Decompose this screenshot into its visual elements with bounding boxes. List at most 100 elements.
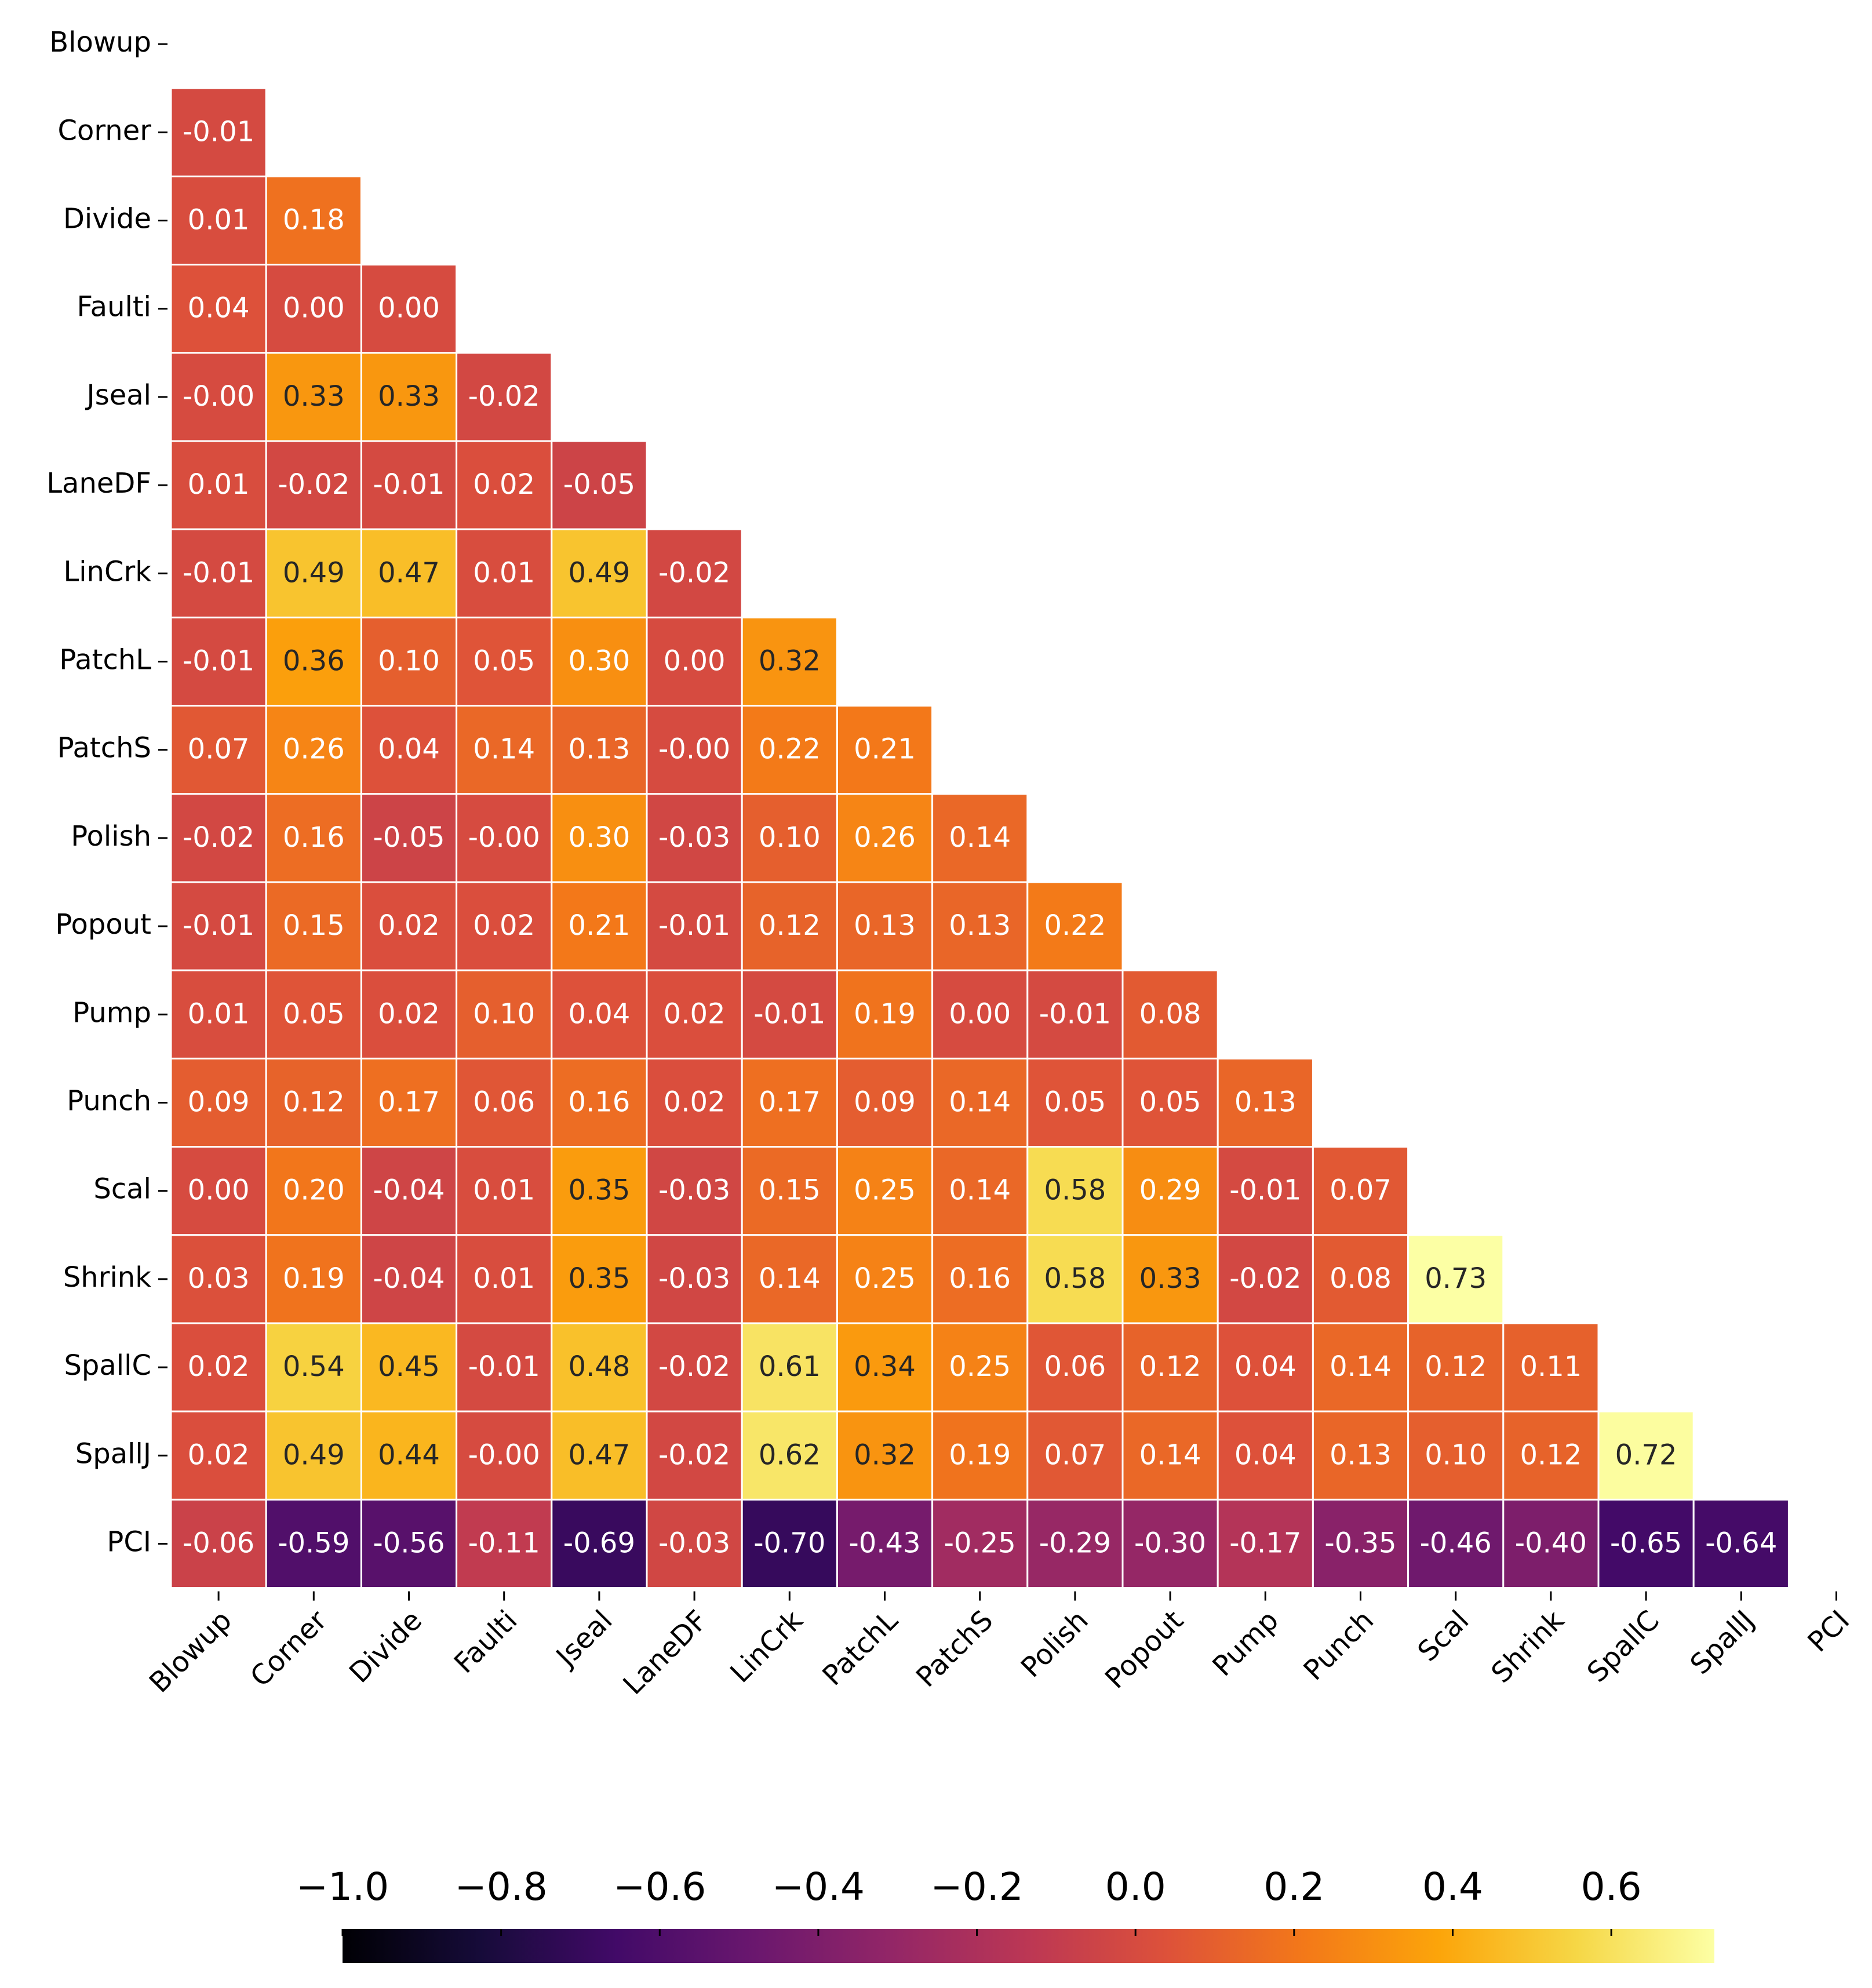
cell-label: 0.16 — [568, 1086, 630, 1119]
cell-label: 0.02 — [188, 1350, 250, 1383]
cell-label: -0.02 — [658, 556, 730, 589]
cell-label: 0.00 — [283, 292, 345, 325]
cell — [836, 881, 934, 971]
cell — [646, 1410, 743, 1501]
cell-label: -0.02 — [468, 380, 540, 413]
cell — [1217, 1498, 1314, 1589]
cell — [265, 1410, 362, 1501]
cell — [456, 440, 553, 530]
cell-label: -0.25 — [944, 1527, 1016, 1560]
cell-label: 0.34 — [854, 1350, 916, 1383]
cell — [1121, 969, 1219, 1059]
colorbar-tick-label: 0.4 — [1422, 1865, 1483, 1909]
cell — [265, 528, 362, 618]
colorbar-tick-label: 0.0 — [1105, 1865, 1166, 1909]
cell — [741, 793, 838, 883]
cell-label: -0.65 — [1610, 1527, 1682, 1560]
cell — [456, 1146, 553, 1236]
cell — [1026, 1322, 1124, 1412]
y-tick-label: PatchS — [57, 732, 151, 764]
cell — [646, 616, 743, 707]
cell — [360, 264, 458, 354]
cell — [265, 1498, 362, 1589]
cell-label: 0.61 — [759, 1350, 821, 1383]
cell-label: 0.19 — [283, 1262, 345, 1295]
cell-label: -0.64 — [1705, 1527, 1777, 1560]
cell-label: 0.14 — [759, 1262, 821, 1295]
cell — [741, 616, 838, 707]
cell — [1692, 1498, 1790, 1589]
cell — [931, 1146, 1029, 1236]
cell-label: 0.06 — [473, 1086, 535, 1119]
cell — [1502, 1498, 1600, 1589]
y-tick-label: Punch — [67, 1085, 151, 1117]
cell — [170, 793, 267, 883]
cell-label: 0.12 — [1425, 1350, 1487, 1383]
colorbar-tick-label: 0.6 — [1581, 1865, 1642, 1909]
cell — [836, 1234, 934, 1324]
cell-label: 0.14 — [473, 733, 535, 766]
x-tick-label: Jseal — [549, 1604, 619, 1674]
cell-label: 0.01 — [473, 1262, 535, 1295]
cell — [551, 1146, 648, 1236]
cell-label: 0.58 — [1044, 1262, 1106, 1295]
cell-label: 0.07 — [1330, 1174, 1392, 1207]
cell-label: 0.14 — [1330, 1350, 1392, 1383]
cell-label: 0.47 — [568, 1439, 630, 1471]
cell — [456, 616, 553, 707]
cell — [1217, 1410, 1314, 1501]
cell — [741, 1057, 838, 1148]
cell-label: -0.01 — [183, 909, 254, 942]
cell-label: 0.47 — [378, 556, 440, 589]
cell — [1121, 1057, 1219, 1148]
cell-label: -0.29 — [1039, 1527, 1111, 1560]
cell-label: 0.04 — [188, 292, 250, 325]
cell — [265, 352, 362, 442]
y-tick-label: Polish — [71, 820, 151, 853]
cell — [836, 1322, 934, 1412]
cell-label: 0.54 — [283, 1350, 345, 1383]
cell-label: 0.05 — [1044, 1086, 1106, 1119]
cell-label: 0.13 — [854, 909, 916, 942]
cell — [741, 1410, 838, 1501]
cell-label: 0.18 — [283, 204, 345, 236]
cell-label: 0.49 — [568, 556, 630, 589]
cell-label: -0.01 — [468, 1350, 540, 1383]
colorbar-tick-label: −0.8 — [455, 1865, 548, 1909]
cell-label: 0.03 — [188, 1262, 250, 1295]
cell-label: 0.02 — [378, 997, 440, 1030]
cell-label: 0.09 — [188, 1086, 250, 1119]
cell — [265, 881, 362, 971]
cell-label: 0.21 — [854, 733, 916, 766]
cell-label: 0.36 — [283, 645, 345, 678]
y-tick-label: Faulti — [77, 291, 151, 323]
cell-label: 0.01 — [188, 997, 250, 1030]
y-tick-label: Popout — [55, 908, 151, 941]
cell-label: 0.14 — [949, 1086, 1011, 1119]
cell-label: -0.59 — [278, 1527, 349, 1560]
y-tick-label: SpallJ — [75, 1437, 151, 1470]
cell — [170, 705, 267, 795]
cell-label: -0.03 — [658, 1527, 730, 1560]
cell — [1026, 1146, 1124, 1236]
cell-label: 0.13 — [1234, 1086, 1296, 1119]
cell-label: 0.04 — [1234, 1439, 1296, 1471]
cell-label: -0.02 — [658, 1439, 730, 1471]
cell-label: 0.05 — [1139, 1086, 1201, 1119]
cell — [1502, 1322, 1600, 1412]
cell — [1312, 1322, 1410, 1412]
y-tick-label: Corner — [58, 114, 152, 147]
cell-label: 0.01 — [188, 204, 250, 236]
cell-label: 0.30 — [568, 821, 630, 854]
cell-label: -0.01 — [373, 468, 445, 501]
cell-label: 0.10 — [473, 997, 535, 1030]
cell — [741, 1322, 838, 1412]
cell — [360, 705, 458, 795]
cell-label: 0.22 — [1044, 909, 1106, 942]
x-tick-label: SpallJ — [1684, 1604, 1761, 1681]
cell-label: 0.00 — [664, 645, 726, 678]
cell — [931, 1057, 1029, 1148]
cell-label: 0.29 — [1139, 1174, 1201, 1207]
x-tick-label: Shrink — [1485, 1604, 1570, 1690]
y-tick-label: PatchL — [59, 644, 151, 676]
